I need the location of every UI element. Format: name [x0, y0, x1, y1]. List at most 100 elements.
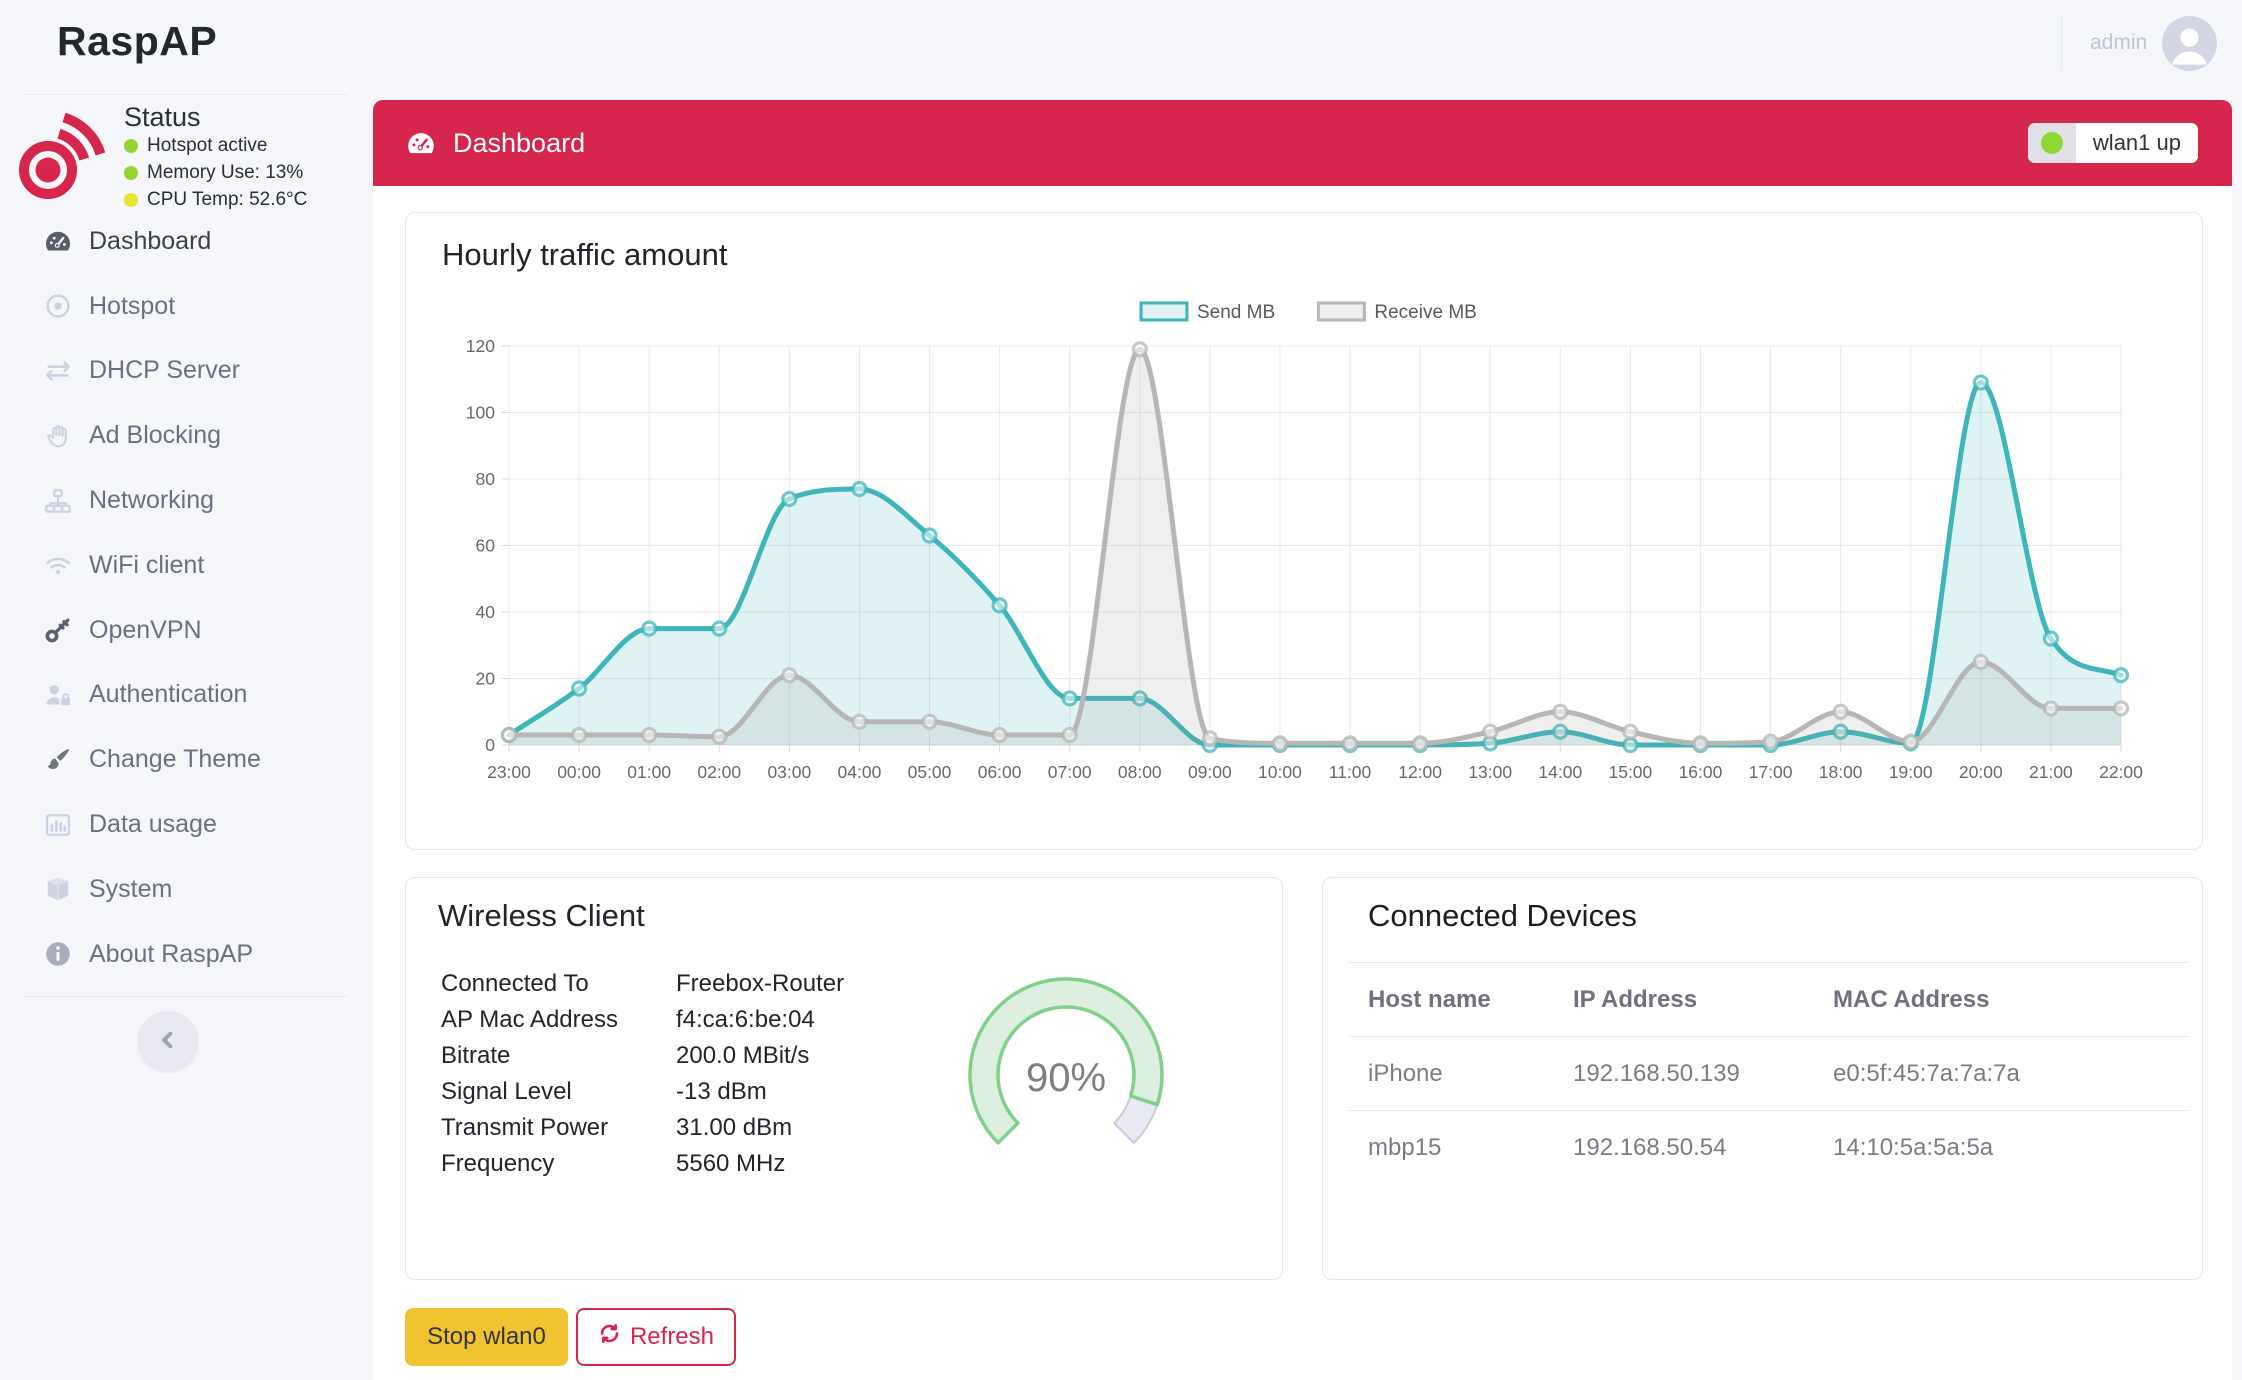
raspap-wifi-logo-icon [12, 106, 112, 206]
interface-status-dot-segment [2027, 123, 2076, 163]
wireless-detail-label: Signal Level [441, 1078, 572, 1105]
table-cell: 192.168.50.54 [1573, 1133, 1727, 1161]
svg-text:80: 80 [476, 469, 496, 489]
svg-text:11:00: 11:00 [1329, 762, 1372, 782]
sidebar-item-label: Networking [89, 486, 215, 515]
wireless-detail-row: Connected To Freebox-Router [441, 966, 844, 1002]
status-heading: Status [124, 102, 201, 132]
sidebar-collapse-button[interactable] [137, 1011, 199, 1073]
chart-title: Hourly traffic amount [442, 237, 728, 272]
sidebar-divider [24, 996, 348, 997]
user-icon [2172, 28, 2207, 65]
sidebar-divider [24, 94, 348, 95]
sidebar-item-dhcp-server[interactable]: DHCP Server [0, 339, 372, 404]
svg-text:06:00: 06:00 [978, 762, 1022, 782]
table-header-row: Host name IP Address MAC Address [1349, 963, 2188, 1037]
sidebar-item-label: Ad Blocking [89, 421, 222, 450]
svg-text:01:00: 01:00 [627, 762, 671, 782]
wireless-detail-row: Bitrate 200.0 MBit/s [441, 1038, 844, 1074]
legend-item[interactable]: Send MB [1139, 301, 1275, 323]
table-header-cell: MAC Address [1833, 985, 1990, 1013]
svg-text:20:00: 20:00 [1959, 762, 2003, 782]
user-menu-label[interactable]: admin [2090, 31, 2148, 54]
svg-text:02:00: 02:00 [697, 762, 741, 782]
chart-bar-icon [42, 809, 74, 841]
stop-interface-button[interactable]: Stop wlan0 [405, 1308, 568, 1366]
svg-text:17:00: 17:00 [1749, 762, 1793, 782]
wireless-detail-value: 31.00 dBm [676, 1114, 793, 1141]
hand-icon [42, 420, 74, 452]
user-avatar[interactable] [2162, 16, 2217, 71]
page-header-bar: Dashboard wlan1 up [373, 100, 2232, 186]
sidebar-item-system[interactable]: System [0, 857, 372, 922]
refresh-button[interactable]: Refresh [576, 1308, 736, 1366]
sidebar-item-authentication[interactable]: Authentication [0, 663, 372, 728]
table-header-cell: Host name [1368, 985, 1491, 1013]
status-dot-icon [124, 192, 138, 207]
traffic-chart: 0 20 40 60 80 100 120 23:00 00:00 01:00 02:00 03:00… [466, 301, 2143, 782]
svg-text:08:00: 08:00 [1118, 762, 1162, 782]
svg-text:Send MB: Send MB [1197, 302, 1275, 323]
sidebar-item-networking[interactable]: Networking [0, 468, 372, 533]
svg-text:23:00: 23:00 [487, 762, 531, 782]
svg-text:21:00: 21:00 [2029, 762, 2073, 782]
sidebar-item-about-raspap[interactable]: About RaspAP [0, 922, 372, 987]
table-cell: iPhone [1368, 1059, 1443, 1087]
sidebar-item-hotspot[interactable]: Hotspot [0, 274, 372, 339]
svg-text:16:00: 16:00 [1679, 762, 1723, 782]
svg-text:20: 20 [476, 669, 496, 689]
status-item: Memory Use: 13% [124, 159, 307, 186]
sync-icon [598, 1322, 621, 1352]
wireless-detail-value: -13 dBm [676, 1078, 767, 1105]
sidebar-item-label: WiFi client [89, 550, 205, 579]
cube-icon [42, 873, 74, 905]
sidebar-item-label: OpenVPN [89, 615, 202, 644]
connected-devices-table: Host name IP Address MAC Address iPhone 192.… [1349, 963, 2188, 1184]
sidebar-item-wifi-client[interactable]: WiFi client [0, 533, 372, 598]
topbar-divider [2061, 14, 2062, 70]
sidebar-item-ad-blocking[interactable]: Ad Blocking [0, 403, 372, 468]
svg-text:03:00: 03:00 [767, 762, 811, 782]
tachometer-icon [405, 127, 437, 159]
svg-text:09:00: 09:00 [1188, 762, 1232, 782]
sidebar-item-openvpn[interactable]: OpenVPN [0, 598, 372, 663]
wireless-detail-label: AP Mac Address [441, 1006, 618, 1033]
wireless-detail-label: Frequency [441, 1150, 555, 1177]
svg-text:15:00: 15:00 [1608, 762, 1652, 782]
status-item-label: Hotspot active [147, 134, 268, 156]
wireless-detail-label: Connected To [441, 970, 589, 997]
wireless-detail-value: 5560 MHz [676, 1150, 786, 1177]
wireless-detail-value: f4:ca:6:be:04 [676, 1006, 815, 1033]
brand-logo-text[interactable]: RaspAP [57, 18, 218, 64]
svg-text:18:00: 18:00 [1819, 762, 1863, 782]
svg-text:07:00: 07:00 [1048, 762, 1092, 782]
table-cell: mbp15 [1368, 1133, 1442, 1161]
wireless-client-title: Wireless Client [438, 898, 645, 933]
svg-text:60: 60 [476, 536, 496, 556]
sidebar-item-label: Data usage [89, 810, 217, 839]
svg-text:14:00: 14:00 [1538, 762, 1582, 782]
status-dot-icon [124, 138, 138, 153]
status-item: Hotspot active [124, 132, 307, 159]
page-title: Dashboard [453, 127, 586, 158]
svg-text:120: 120 [466, 336, 495, 356]
interface-status-badge[interactable]: wlan1 up [2027, 123, 2198, 163]
svg-text:00:00: 00:00 [557, 762, 601, 782]
sidebar-item-data-usage[interactable]: Data usage [0, 792, 372, 857]
sidebar-item-label: Hotspot [89, 291, 176, 320]
svg-text:22:00: 22:00 [2099, 762, 2143, 782]
status-dot-icon [124, 165, 138, 180]
svg-text:13:00: 13:00 [1468, 762, 1512, 782]
table-cell: e0:5f:45:7a:7a:7a [1833, 1059, 2020, 1087]
connected-devices-card: Connected Devices Host name IP Address MAC… [1322, 877, 2203, 1280]
sidebar-item-change-theme[interactable]: Change Theme [0, 727, 372, 792]
signal-quality-gauge [956, 963, 1176, 1183]
interface-status-label: wlan1 up [2075, 123, 2198, 163]
sidebar-menu: Dashboard Hotspot DHCP Server Ad Blocking Ne… [0, 209, 372, 987]
connected-devices-title: Connected Devices [1368, 898, 1637, 933]
wireless-client-card: Wireless Client Connected To Freebox-Rout… [405, 877, 1283, 1280]
legend-item[interactable]: Receive MB [1316, 301, 1477, 323]
card-divider [1349, 962, 2188, 963]
status-item: CPU Temp: 52.6°C [124, 186, 307, 213]
sidebar-item-dashboard[interactable]: Dashboard [0, 209, 372, 274]
